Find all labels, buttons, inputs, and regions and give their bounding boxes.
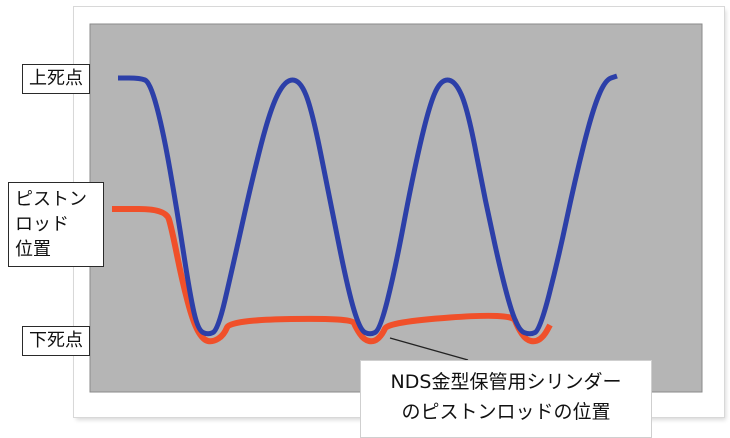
callout-label: NDS金型保管用シリンダー のピストンロッドの位置 bbox=[360, 360, 652, 438]
top-dead-center-label: 上死点 bbox=[22, 64, 90, 94]
plot-area bbox=[89, 23, 703, 393]
callout-leader-line bbox=[389, 337, 469, 361]
bottom-dead-center-label: 下死点 bbox=[22, 326, 90, 356]
piston-rod-position-label: ピストン ロッド 位置 bbox=[8, 182, 104, 267]
series-line-blue bbox=[118, 73, 618, 337]
